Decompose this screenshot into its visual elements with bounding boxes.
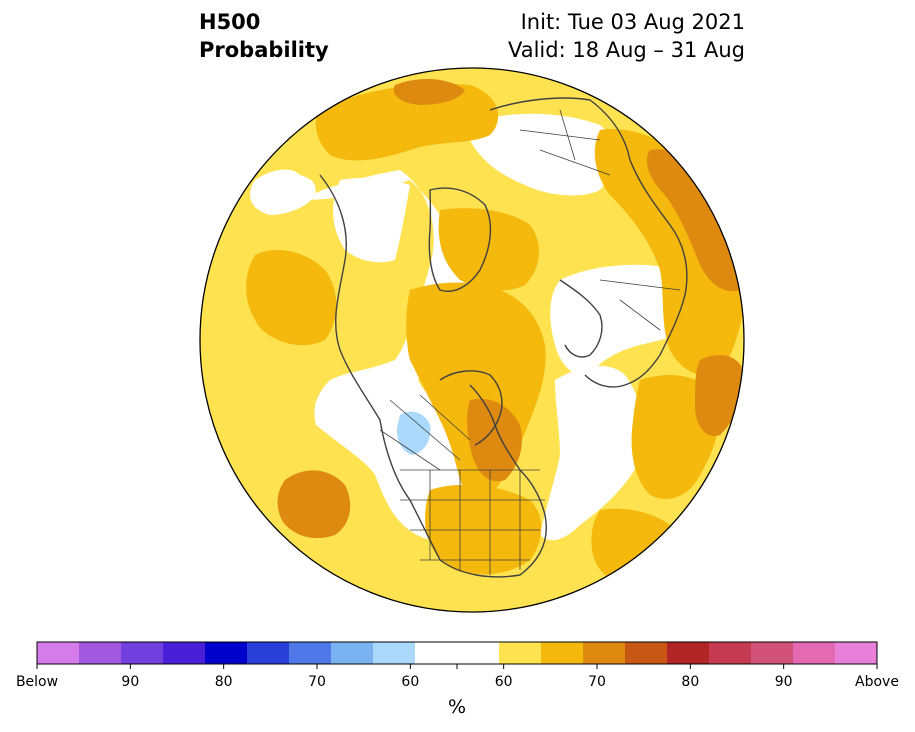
colorbar-tick-label: 80 <box>214 674 233 690</box>
colorbar-ticks <box>36 664 878 669</box>
east-asia-above-70 <box>646 149 744 292</box>
colorbar-swatch <box>121 642 164 664</box>
title-line-2: Probability <box>199 38 329 62</box>
polar-map <box>199 67 745 613</box>
probability-field <box>200 68 744 612</box>
colorbar-swatch <box>37 642 80 664</box>
colorbar-tick-label: 60 <box>401 674 420 690</box>
globe-outline <box>199 67 745 613</box>
colorbar-swatch <box>541 642 584 664</box>
forecast-dates: Init: Tue 03 Aug 2021 Valid: 18 Aug – 31… <box>508 8 745 64</box>
colorbar-swatch <box>163 642 206 664</box>
colorbar-swatch <box>247 642 290 664</box>
colorbar-swatch <box>709 642 752 664</box>
southwest-canada-below-60 <box>396 411 431 455</box>
colorbar-swatch <box>499 642 542 664</box>
east-siberia-above-70 <box>393 78 465 105</box>
canada-provinces <box>379 394 471 471</box>
mediterranean-above-70 <box>695 355 744 436</box>
colorbar-swatches <box>37 642 878 664</box>
colorbar-tick-label: 80 <box>681 674 700 690</box>
arctic-above-60 <box>315 83 499 161</box>
europe-coast <box>559 279 603 358</box>
colorbar-tick-label: 90 <box>121 674 140 690</box>
colorbar-swatch <box>331 642 374 664</box>
colorbar-swatch <box>415 642 458 664</box>
title-line-1: H500 <box>199 10 261 34</box>
valid-dates: Valid: 18 Aug – 31 Aug <box>507 38 745 62</box>
colorbar-swatch <box>79 642 122 664</box>
colorbar-swatch <box>373 642 416 664</box>
colorbar-swatch <box>583 642 626 664</box>
colorbar-swatch <box>457 642 500 664</box>
greenland-coast <box>428 187 492 292</box>
arctic-ridge-above-60 <box>438 208 540 291</box>
siberia-neutral <box>470 113 614 196</box>
colorbar-tick-label: Above <box>855 674 899 690</box>
atlantic-neutral <box>540 365 645 541</box>
us-states-grid <box>400 469 545 575</box>
hudson-bay-coast <box>439 370 503 446</box>
colorbar-swatch <box>835 642 878 664</box>
colorbar-unit: % <box>447 696 467 718</box>
colorbar-tick-label: 70 <box>308 674 326 690</box>
colorbar-swatch <box>205 642 248 664</box>
hudson-bay-core-above-70 <box>467 398 522 482</box>
colorbar-swatch <box>289 642 332 664</box>
init-date: Init: Tue 03 Aug 2021 <box>520 10 745 34</box>
colorbar-swatch <box>625 642 668 664</box>
eurasia-coast <box>489 97 688 388</box>
colorbar-swatch <box>667 642 710 664</box>
pacific-neutral <box>333 177 410 263</box>
asia-borders <box>519 109 681 331</box>
colorbar-swatch <box>751 642 794 664</box>
east-pacific-above-70 <box>277 470 351 539</box>
eastern-us-above-60 <box>425 484 542 575</box>
coastlines <box>319 97 688 578</box>
north-america-coast <box>319 174 547 578</box>
colorbar-tick-label: Below <box>15 674 59 690</box>
greenland-neutral <box>250 169 316 215</box>
colorbar-swatch <box>793 642 836 664</box>
colorbar-tick-label: 70 <box>588 674 606 690</box>
north-pacific-above-60 <box>246 250 337 346</box>
map-title: H500 Probability <box>199 8 329 64</box>
colorbar-tick-label: 60 <box>494 674 513 690</box>
north-america-neutral <box>300 170 489 540</box>
colorbar-tick-label: 90 <box>774 674 793 690</box>
